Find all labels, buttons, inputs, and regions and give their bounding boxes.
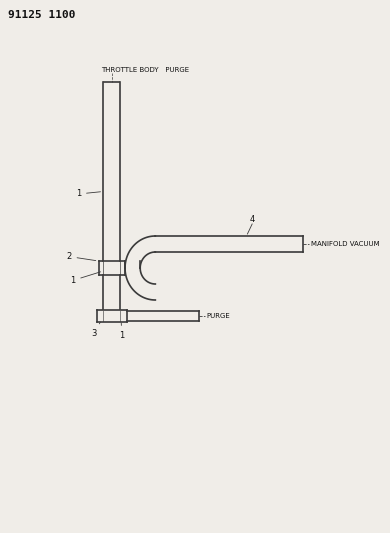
Text: 3: 3 [91, 322, 100, 338]
Text: 2: 2 [66, 252, 96, 261]
Text: 1: 1 [70, 272, 101, 285]
Text: 1: 1 [119, 323, 124, 340]
Text: MANIFOLD VACUUM: MANIFOLD VACUUM [311, 241, 379, 247]
Text: 4: 4 [250, 215, 255, 224]
Text: THROTTLE BODY   PURGE: THROTTLE BODY PURGE [101, 67, 190, 73]
Text: 1: 1 [76, 190, 101, 198]
Text: 91125 1100: 91125 1100 [7, 10, 75, 20]
Text: PURGE: PURGE [206, 313, 230, 319]
